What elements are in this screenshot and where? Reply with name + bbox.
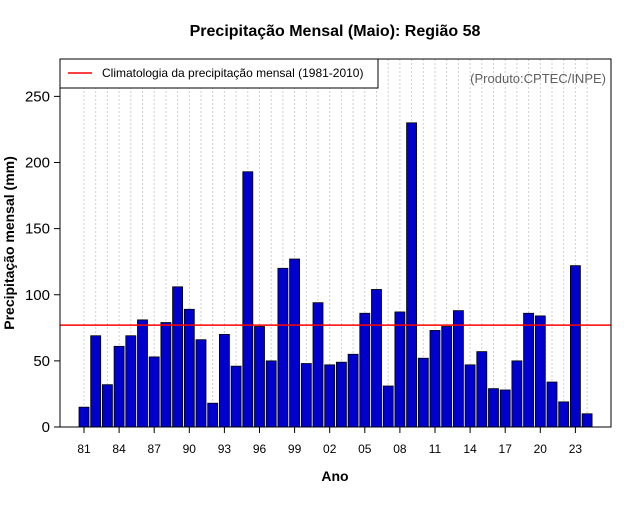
bar-2000 (300, 363, 312, 428)
y-axis: 0 50 100 150 200 250 (25, 88, 60, 436)
bar-1984 (113, 345, 125, 428)
bar-1994 (230, 365, 242, 428)
bar-2020 (534, 315, 546, 428)
y-tick-label: 250 (25, 88, 50, 105)
x-tick-label: 84 (112, 442, 126, 456)
chart-title: Precipitação Mensal (Maio): Região 58 (190, 23, 481, 40)
x-tick-label: 81 (77, 442, 91, 456)
x-tick-label: 87 (148, 442, 162, 456)
x-axis-label: Ano (321, 468, 348, 484)
bar-1983 (102, 384, 113, 428)
x-tick-label: 23 (569, 442, 583, 456)
bar-2007 (382, 385, 394, 428)
legend-label: Climatologia da precipitação mensal (198… (102, 66, 363, 80)
bar-2012 (441, 326, 453, 428)
x-tick-label: 17 (499, 442, 513, 456)
bars (78, 122, 593, 428)
legend: Climatologia da precipitação mensal (198… (59, 58, 379, 89)
bar-1985 (125, 335, 137, 428)
x-tick-label: 02 (323, 442, 337, 456)
bar-2003 (335, 361, 347, 428)
y-tick-label: 0 (42, 419, 50, 436)
x-axis: 81 84 87 90 93 96 99 02 05 08 11 14 17 20 23 (77, 427, 582, 456)
x-tick-label: 11 (429, 442, 442, 456)
bar-2018 (511, 360, 523, 428)
bar-2017 (499, 389, 511, 428)
y-axis-label: Precipitação mensal (mm) (1, 156, 17, 330)
bar-2011 (429, 330, 441, 428)
bar-1982 (90, 335, 102, 428)
y-tick-label: 100 (25, 287, 50, 304)
y-tick-label: 150 (25, 221, 50, 238)
bar-2009 (406, 122, 418, 428)
bar-1990 (183, 308, 195, 428)
bar-2015 (476, 351, 488, 428)
x-tick-label: 90 (183, 442, 197, 456)
bar-1991 (195, 339, 207, 428)
bar-2008 (394, 311, 406, 428)
bar-1992 (207, 402, 219, 428)
bar-1989 (172, 286, 184, 428)
bar-2014 (464, 364, 476, 428)
bar-1997 (265, 360, 277, 428)
x-tick-label: 99 (288, 442, 302, 456)
bar-2024 (581, 413, 593, 428)
bar-1981 (78, 406, 90, 428)
bar-2001 (312, 302, 324, 428)
bar-2010 (417, 357, 429, 428)
x-tick-label: 14 (463, 442, 477, 456)
bar-1993 (218, 334, 230, 428)
x-tick-label: 05 (358, 442, 372, 456)
bar-2019 (523, 312, 534, 428)
bar-2022 (558, 401, 570, 428)
x-tick-label: 08 (393, 442, 407, 456)
y-tick-label: 200 (25, 155, 50, 172)
bar-1998 (277, 267, 289, 428)
bar-1986 (137, 319, 148, 428)
bar-1996 (254, 326, 265, 428)
x-tick-label: 20 (534, 442, 548, 456)
bar-2005 (359, 312, 371, 428)
bar-1995 (242, 171, 254, 428)
x-tick-label: 93 (218, 442, 232, 456)
bar-2002 (324, 364, 336, 428)
bar-2004 (347, 353, 359, 428)
y-tick-label: 50 (33, 353, 50, 370)
legend-box (59, 58, 379, 89)
vertical-gridlines (83, 59, 588, 427)
bar-2016 (488, 388, 499, 428)
credit-label: (Produto:CPTEC/INPE) (470, 71, 606, 86)
bar-1999 (289, 258, 301, 428)
bar-2021 (546, 381, 558, 428)
bar-1988 (160, 322, 172, 428)
bar-2006 (371, 289, 382, 428)
bar-2023 (570, 265, 581, 428)
bar-2013 (452, 310, 464, 428)
bar-1987 (148, 356, 160, 428)
x-tick-label: 96 (253, 442, 267, 456)
